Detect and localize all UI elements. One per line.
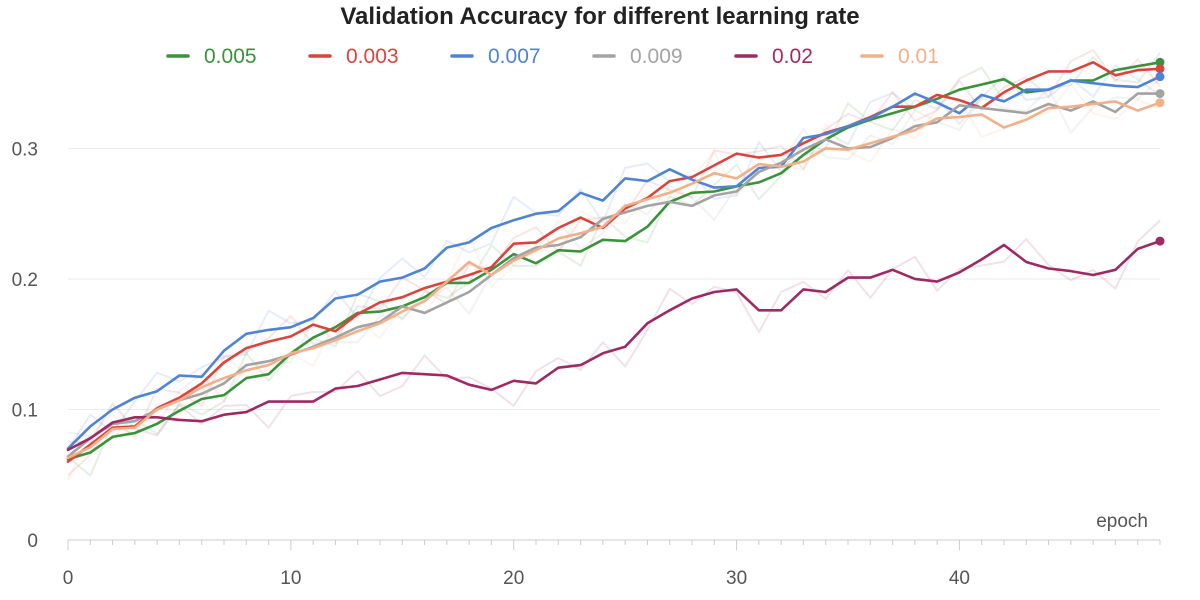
x-tick-label: 40 [949, 568, 970, 589]
legend-label: 0.02 [772, 45, 813, 68]
legend: 0.005 0.003 0.007 0.009 0.02 0.01 [166, 45, 939, 68]
legend-label: 0.009 [630, 45, 683, 68]
series-end-point[interactable] [1155, 89, 1165, 99]
series-end-point[interactable] [1155, 98, 1165, 108]
series-line-0.005[interactable] [66, 60, 1162, 461]
y-tick-label: 0.1 [12, 400, 38, 421]
grid [68, 147, 1160, 410]
legend-item[interactable]: 0.007 [450, 45, 541, 68]
y-tick-label: 0.3 [12, 139, 38, 160]
y-tick-label: 0 [27, 531, 38, 552]
x-tick-label: 10 [280, 568, 301, 589]
y-axis: 0 0.1 0.2 0.3 [12, 139, 38, 552]
x-axis: 0 10 20 30 40 [63, 539, 1161, 589]
series-raw-line [67, 219, 1161, 444]
series-line-0.01[interactable] [66, 100, 1162, 460]
series-end-point[interactable] [1155, 236, 1165, 246]
y-tick-label: 0.2 [12, 270, 38, 291]
chart-title: Validation Accuracy for different learni… [340, 3, 859, 30]
x-tick-label: 30 [726, 568, 747, 589]
x-tick-label: 20 [503, 568, 524, 589]
series-raw-line [67, 52, 1161, 478]
legend-label: 0.01 [898, 45, 939, 68]
series-line-0.02[interactable] [66, 239, 1162, 452]
x-axis-label: epoch [1096, 511, 1148, 532]
legend-item[interactable]: 0.003 [308, 45, 399, 68]
series-raw-line [67, 82, 1161, 481]
legend-item[interactable]: 0.01 [860, 45, 939, 68]
series-line-0.007[interactable] [66, 75, 1162, 450]
series-end-point[interactable] [1155, 57, 1165, 67]
legend-label: 0.003 [346, 45, 399, 68]
series-raw-traces [67, 48, 1161, 481]
series-lines [66, 57, 1165, 464]
legend-item[interactable]: 0.009 [592, 45, 683, 68]
series-end-point[interactable] [1155, 64, 1165, 74]
legend-label: 0.005 [204, 45, 257, 68]
legend-item[interactable]: 0.02 [734, 45, 813, 68]
series-end-point[interactable] [1155, 72, 1165, 82]
x-tick-label: 0 [63, 568, 74, 589]
legend-label: 0.007 [488, 45, 541, 68]
legend-item[interactable]: 0.005 [166, 45, 257, 68]
